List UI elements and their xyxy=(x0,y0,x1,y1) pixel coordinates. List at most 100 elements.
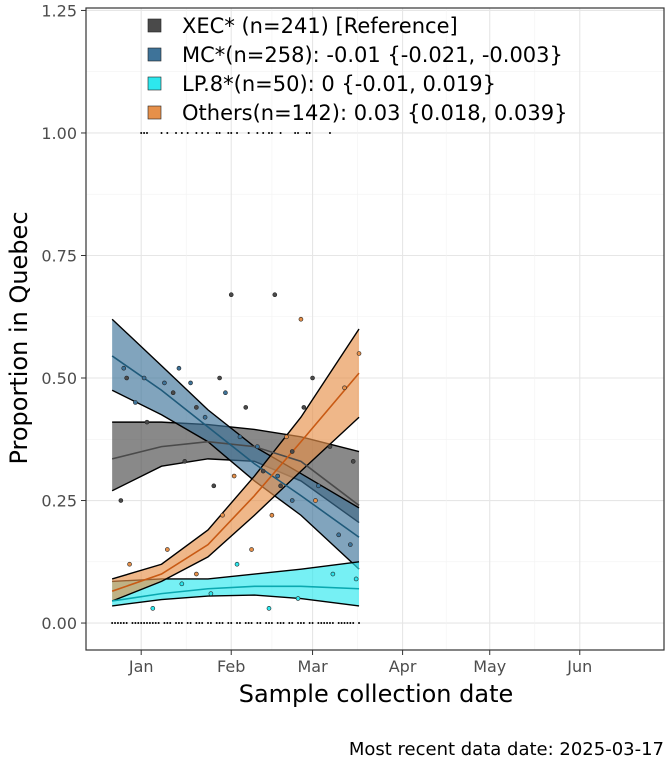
rug-point-bottom xyxy=(143,622,146,625)
rug-point-bottom xyxy=(227,622,230,625)
fit-line-xec xyxy=(111,440,360,507)
sample-rug xyxy=(111,131,361,625)
y-tick-label: 0.00 xyxy=(41,614,77,633)
rug-point-bottom xyxy=(206,622,209,625)
rug-point-top xyxy=(227,131,230,134)
point-lp8 xyxy=(266,606,272,611)
band-others xyxy=(112,329,360,601)
rug-point-bottom xyxy=(140,622,143,625)
rug-point-top xyxy=(247,131,250,134)
rug-point-bottom xyxy=(175,622,178,625)
rug-point-bottom xyxy=(189,622,192,625)
rug-point-bottom xyxy=(265,622,268,625)
point-lp8 xyxy=(234,561,240,567)
point-others xyxy=(220,512,225,518)
rug-point-bottom xyxy=(331,622,334,625)
rug-point-top xyxy=(195,131,198,134)
point-lp8 xyxy=(295,596,301,601)
rug-point-top xyxy=(328,131,331,134)
point-xec xyxy=(289,449,295,454)
rug-point-bottom xyxy=(236,622,239,625)
data-points xyxy=(118,292,362,611)
x-tick-label: Feb xyxy=(217,657,245,676)
fit-line-mc xyxy=(111,355,360,538)
rug-point-bottom xyxy=(352,622,355,625)
point-xec xyxy=(272,292,278,297)
point-xec xyxy=(301,405,307,410)
rug-point-top xyxy=(267,131,270,134)
rug-point-top xyxy=(145,131,148,134)
rug-point-bottom xyxy=(256,622,259,625)
point-mc xyxy=(176,365,182,371)
point-mc xyxy=(237,434,243,440)
point-mc xyxy=(202,414,208,420)
x-tick-label: Apr xyxy=(389,657,417,676)
rug-point-bottom xyxy=(282,622,285,625)
rug-point-top xyxy=(279,131,282,134)
rug-point-bottom xyxy=(230,622,233,625)
point-others xyxy=(298,316,304,322)
point-xec xyxy=(118,498,124,503)
x-tick-label: Jun xyxy=(566,657,592,676)
rug-point-top xyxy=(140,131,143,134)
rug-point-bottom xyxy=(163,622,166,625)
rug-point-bottom xyxy=(154,622,157,625)
point-mc xyxy=(348,542,353,547)
band-upper-others xyxy=(111,328,360,580)
point-xec xyxy=(228,292,234,297)
rug-point-bottom xyxy=(137,622,140,625)
rug-point-top xyxy=(308,131,311,134)
x-tick-label: Jan xyxy=(128,657,154,676)
point-mc xyxy=(141,375,147,381)
rug-point-bottom xyxy=(297,622,300,625)
rug-point-bottom xyxy=(259,622,262,625)
x-tick-label: May xyxy=(473,657,506,676)
point-others xyxy=(127,561,132,567)
point-xec xyxy=(194,405,199,410)
rug-point-bottom xyxy=(186,622,189,625)
point-others xyxy=(342,385,347,391)
rug-point-top xyxy=(256,131,259,134)
point-mc xyxy=(336,532,341,538)
rug-point-bottom xyxy=(276,622,279,625)
y-tick-label: 1.25 xyxy=(41,1,77,20)
point-xec xyxy=(350,459,356,464)
rug-point-bottom xyxy=(349,622,352,625)
rug-point-bottom xyxy=(134,622,137,625)
rug-point-bottom xyxy=(250,622,253,625)
rug-point-bottom xyxy=(291,622,294,625)
rug-point-top xyxy=(166,131,169,134)
legend-label: Others(n=142): 0.03 {0.018, 0.039} xyxy=(182,101,567,125)
point-others xyxy=(194,571,199,577)
rug-point-bottom xyxy=(308,622,311,625)
rug-point-bottom xyxy=(116,622,119,625)
legend-swatch xyxy=(147,76,162,91)
band-upper-mc xyxy=(111,318,360,509)
point-mc xyxy=(133,400,138,405)
rug-point-bottom xyxy=(337,622,340,625)
rug-point-top xyxy=(262,131,265,134)
rug-point-bottom xyxy=(317,622,320,625)
point-xec xyxy=(182,459,188,464)
legend-label: LP.8*(n=50): 0 {-0.01, 0.019} xyxy=(182,72,496,96)
rug-point-top xyxy=(186,131,189,134)
point-xec xyxy=(170,390,176,396)
rug-point-top xyxy=(206,131,209,134)
point-xec xyxy=(124,375,129,381)
point-xec xyxy=(278,483,283,489)
rug-point-top xyxy=(143,131,146,134)
point-lp8 xyxy=(208,591,214,596)
rug-point-top xyxy=(230,131,233,134)
point-lp8 xyxy=(179,581,185,587)
y-tick-label: 1.00 xyxy=(41,124,77,143)
rug-point-top xyxy=(175,131,178,134)
rug-point-bottom xyxy=(346,622,349,625)
legend-swatch xyxy=(147,18,162,33)
legend-label: MC*(n=258): -0.01 {-0.021, -0.003} xyxy=(182,43,563,67)
rug-point-bottom xyxy=(302,622,305,625)
rug-point-top xyxy=(270,131,273,134)
rug-point-bottom xyxy=(218,622,221,625)
rug-point-bottom xyxy=(148,622,151,625)
legend-label: XEC* (n=241) [Reference] xyxy=(182,14,458,38)
rug-point-bottom xyxy=(328,622,331,625)
